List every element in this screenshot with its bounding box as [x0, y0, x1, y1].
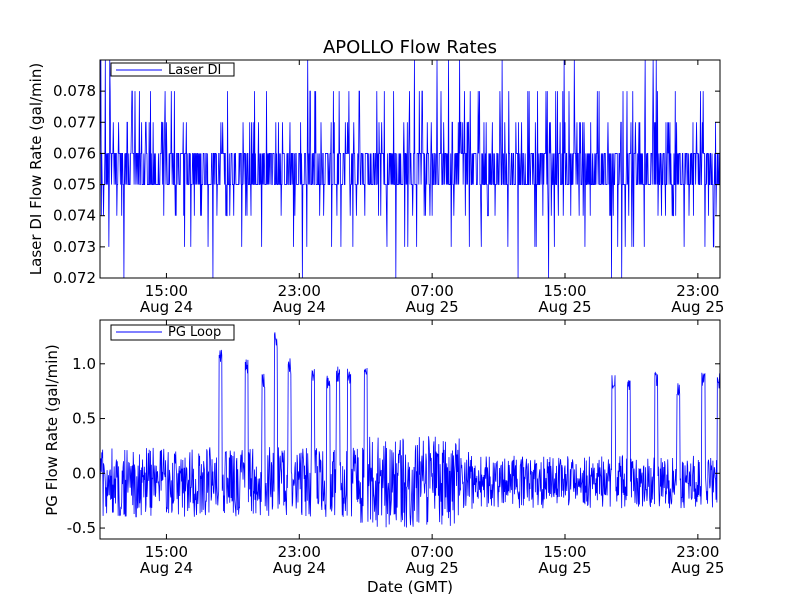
pg-loop-y-tick-label: -0.5: [67, 519, 96, 537]
pg-loop-legend: PG Loop: [110, 324, 235, 341]
pg-loop-x-tick-time: 23:00: [278, 543, 321, 561]
pg-loop-y-axis: -0.5 0.0 0.5 1.0: [67, 355, 720, 537]
laser-di-y-tick-label: 0.073: [53, 238, 96, 256]
pg-loop-x-tick-time: 07:00: [411, 543, 454, 561]
laser-di-legend-box: [110, 62, 235, 77]
laser-di-y-axis: 0.072 0.073 0.074 0.075 0.076 0.077 0.078: [53, 82, 720, 287]
laser-di-x-tick-date: Aug 24: [273, 298, 326, 316]
pg-loop-y-tick-label: 1.0: [72, 355, 96, 373]
laser-di-x-tick-date: Aug 25: [671, 298, 724, 316]
laser-di-y-tick-label: 0.078: [53, 82, 96, 100]
laser-di-x-tick-time: 23:00: [278, 282, 321, 300]
laser-di-x-tick-time: 15:00: [145, 282, 188, 300]
pg-loop-x-tick-date: Aug 25: [671, 559, 724, 577]
pg-loop-legend-box: [110, 324, 235, 341]
laser-di-y-tick-label: 0.077: [53, 113, 96, 131]
pg-loop-series-line: [100, 332, 720, 528]
pg-loop-legend-label: PG Loop: [168, 325, 221, 340]
x-axis-label: Date (GMT): [367, 578, 453, 596]
laser-di-y-tick-label: 0.072: [53, 269, 96, 287]
laser-di-y-axis-label: Laser DI Flow Rate (gal/min): [27, 63, 45, 275]
laser-di-series-path: [100, 60, 720, 278]
pg-loop-series-path: [100, 332, 720, 528]
laser-di-x-tick-time: 07:00: [411, 282, 454, 300]
pg-loop-plot-frame: [99, 319, 721, 540]
laser-di-y-tick-label: 0.075: [53, 176, 96, 194]
panel-laser-di: 0.072 0.073 0.074 0.075 0.076 0.077 0.078 15:0…: [27, 59, 724, 316]
laser-di-legend: Laser DI: [110, 62, 235, 78]
laser-di-x-tick-date: Aug 24: [140, 298, 193, 316]
pg-loop-y-tick-label: 0.0: [72, 464, 96, 482]
laser-di-y-tick-label: 0.074: [53, 207, 96, 225]
pg-loop-y-axis-label: PG Flow Rate (gal/min): [43, 344, 61, 516]
pg-loop-x-tick-time: 23:00: [676, 543, 719, 561]
pg-loop-x-tick-date: Aug 24: [273, 559, 326, 577]
pg-loop-x-tick-time: 15:00: [543, 543, 586, 561]
pg-loop-x-tick-date: Aug 25: [406, 559, 459, 577]
pg-loop-x-tick-date: Aug 24: [140, 559, 193, 577]
laser-di-x-tick-time: 23:00: [676, 282, 719, 300]
laser-di-x-tick-date: Aug 25: [538, 298, 591, 316]
chart-title: APOLLO Flow Rates: [323, 37, 497, 58]
pg-loop-y-tick-label: 0.5: [72, 410, 96, 428]
laser-di-x-tick-time: 15:00: [543, 282, 586, 300]
pg-loop-x-tick-time: 15:00: [145, 543, 188, 561]
laser-di-plot-frame: [99, 59, 721, 279]
laser-di-x-tick-date: Aug 25: [406, 298, 459, 316]
laser-di-legend-label: Laser DI: [168, 63, 221, 78]
laser-di-series-line: [100, 60, 720, 278]
pg-loop-x-tick-date: Aug 25: [538, 559, 591, 577]
laser-di-y-tick-label: 0.076: [53, 144, 96, 162]
